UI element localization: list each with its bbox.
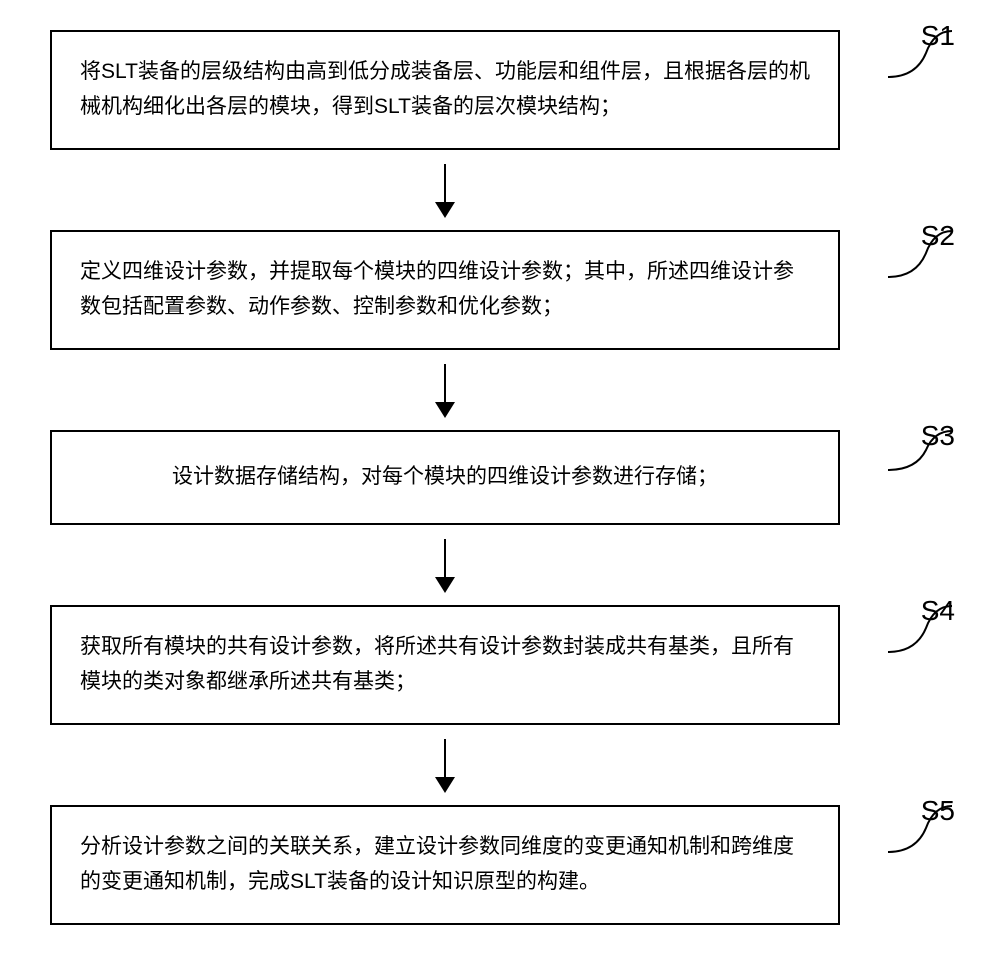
arrow-s2-s3 <box>50 350 840 430</box>
arrow-s1-s2 <box>50 150 840 230</box>
step-s1-text: 将SLT装备的层级结构由高到低分成装备层、功能层和组件层，且根据各层的机械机构细… <box>80 55 810 124</box>
arrow-icon <box>444 364 446 416</box>
arrow-icon <box>444 539 446 591</box>
step-s1-box: 将SLT装备的层级结构由高到低分成装备层、功能层和组件层，且根据各层的机械机构细… <box>50 30 840 150</box>
step-s2-container: 定义四维设计参数，并提取每个模块的四维设计参数；其中，所述四维设计参数包括配置参… <box>50 230 1000 350</box>
step-s4-text: 获取所有模块的共有设计参数，将所述共有设计参数封装成共有基类，且所有模块的类对象… <box>80 630 810 699</box>
step-s3-box: 设计数据存储结构，对每个模块的四维设计参数进行存储； <box>50 430 840 525</box>
step-s4-container: 获取所有模块的共有设计参数，将所述共有设计参数封装成共有基类，且所有模块的类对象… <box>50 605 1000 725</box>
step-s5-box: 分析设计参数之间的关联关系，建立设计参数同维度的变更通知机制和跨维度的变更通知机… <box>50 805 840 925</box>
arrow-icon <box>444 739 446 791</box>
flowchart-container: 将SLT装备的层级结构由高到低分成装备层、功能层和组件层，且根据各层的机械机构细… <box>0 0 1000 971</box>
arrow-s3-s4 <box>50 525 840 605</box>
arrow-icon <box>444 164 446 216</box>
step-s3-text: 设计数据存储结构，对每个模块的四维设计参数进行存储； <box>80 460 810 495</box>
arrow-s4-s5 <box>50 725 840 805</box>
step-s1-label: S1 <box>921 20 955 52</box>
step-s3-container: 设计数据存储结构，对每个模块的四维设计参数进行存储； S3 <box>50 430 1000 525</box>
step-s2-label: S2 <box>921 220 955 252</box>
step-s2-box: 定义四维设计参数，并提取每个模块的四维设计参数；其中，所述四维设计参数包括配置参… <box>50 230 840 350</box>
step-s1-container: 将SLT装备的层级结构由高到低分成装备层、功能层和组件层，且根据各层的机械机构细… <box>50 30 1000 150</box>
step-s5-label: S5 <box>921 795 955 827</box>
step-s5-text: 分析设计参数之间的关联关系，建立设计参数同维度的变更通知机制和跨维度的变更通知机… <box>80 830 810 899</box>
step-s2-text: 定义四维设计参数，并提取每个模块的四维设计参数；其中，所述四维设计参数包括配置参… <box>80 255 810 324</box>
step-s5-container: 分析设计参数之间的关联关系，建立设计参数同维度的变更通知机制和跨维度的变更通知机… <box>50 805 1000 925</box>
step-s3-label: S3 <box>921 420 955 452</box>
step-s4-label: S4 <box>921 595 955 627</box>
step-s4-box: 获取所有模块的共有设计参数，将所述共有设计参数封装成共有基类，且所有模块的类对象… <box>50 605 840 725</box>
